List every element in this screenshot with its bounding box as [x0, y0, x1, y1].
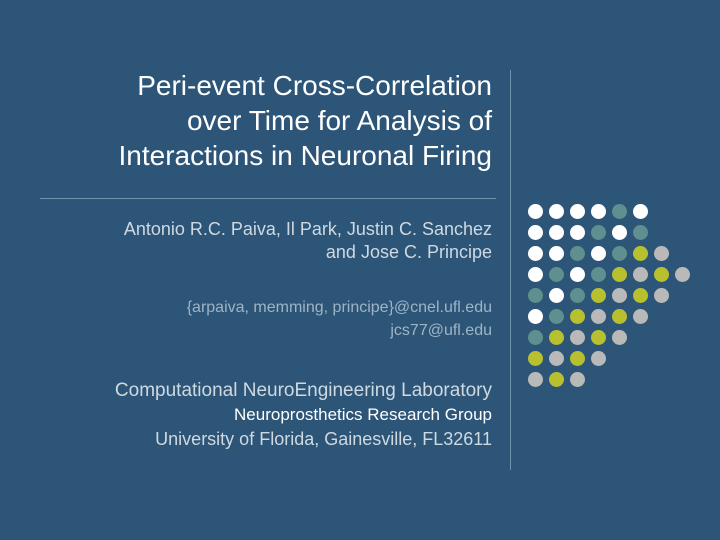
- dot-white: [549, 288, 564, 303]
- dot-olive: [570, 351, 585, 366]
- dot-grey: [612, 288, 627, 303]
- dot-teal: [612, 204, 627, 219]
- dot-row: [528, 351, 698, 366]
- affil-lab: Computational NeuroEngineering Laborator…: [22, 378, 492, 404]
- dot-row: [528, 372, 698, 387]
- email-line-1: {arpaiva, memming, principe}@cnel.ufl.ed…: [32, 296, 492, 319]
- dot-grey: [570, 372, 585, 387]
- dot-white: [528, 267, 543, 282]
- dot-grey: [591, 309, 606, 324]
- dot-white: [549, 204, 564, 219]
- dot-row: [528, 267, 698, 282]
- dot-row: [528, 309, 698, 324]
- dot-teal: [528, 330, 543, 345]
- dot-row: [528, 204, 698, 219]
- dot-white: [570, 204, 585, 219]
- dot-white: [612, 225, 627, 240]
- dot-grey: [675, 267, 690, 282]
- dot-white: [549, 225, 564, 240]
- dot-teal: [591, 225, 606, 240]
- dot-grey: [633, 309, 648, 324]
- dot-row: [528, 246, 698, 261]
- dot-olive: [591, 288, 606, 303]
- authors-line-1: Antonio R.C. Paiva, Il Park, Justin C. S…: [32, 218, 492, 241]
- dot-grey: [633, 267, 648, 282]
- dot-teal: [633, 225, 648, 240]
- dot-teal: [549, 267, 564, 282]
- dot-white: [528, 204, 543, 219]
- email-line-2: jcs77@ufl.edu: [32, 319, 492, 342]
- dot-white: [591, 246, 606, 261]
- dot-teal: [612, 246, 627, 261]
- affiliation-block: Computational NeuroEngineering Laborator…: [22, 378, 492, 451]
- title-line-3: Interactions in Neuronal Firing: [48, 138, 492, 173]
- dot-olive: [654, 267, 669, 282]
- dot-olive: [612, 309, 627, 324]
- dot-olive: [528, 351, 543, 366]
- title-slide: Peri-event Cross-Correlation over Time f…: [0, 0, 720, 540]
- dot-row: [528, 288, 698, 303]
- dot-white: [528, 246, 543, 261]
- dot-white: [591, 204, 606, 219]
- dot-olive: [612, 267, 627, 282]
- dot-teal: [528, 288, 543, 303]
- dot-olive: [633, 288, 648, 303]
- dot-olive: [549, 330, 564, 345]
- dot-white: [528, 225, 543, 240]
- authors-block: Antonio R.C. Paiva, Il Park, Justin C. S…: [32, 218, 492, 265]
- dot-teal: [549, 309, 564, 324]
- dot-row: [528, 330, 698, 345]
- dot-teal: [570, 246, 585, 261]
- dot-grey: [612, 330, 627, 345]
- vertical-rule: [510, 70, 511, 470]
- dot-teal: [591, 267, 606, 282]
- dot-white: [549, 246, 564, 261]
- dot-olive: [570, 309, 585, 324]
- dot-row: [528, 225, 698, 240]
- dot-white: [528, 309, 543, 324]
- affil-group: Neuroprosthetics Research Group: [22, 404, 492, 427]
- dot-white: [633, 204, 648, 219]
- dot-teal: [570, 288, 585, 303]
- authors-line-2: and Jose C. Principe: [32, 241, 492, 264]
- decorative-dot-grid: [528, 204, 698, 393]
- dot-grey: [549, 351, 564, 366]
- title-line-1: Peri-event Cross-Correlation: [48, 68, 492, 103]
- dot-white: [570, 225, 585, 240]
- emails-block: {arpaiva, memming, principe}@cnel.ufl.ed…: [32, 296, 492, 342]
- dot-white: [570, 267, 585, 282]
- dot-grey: [654, 246, 669, 261]
- dot-grey: [528, 372, 543, 387]
- dot-grey: [570, 330, 585, 345]
- affil-university: University of Florida, Gainesville, FL32…: [22, 427, 492, 451]
- dot-olive: [591, 330, 606, 345]
- dot-grey: [654, 288, 669, 303]
- horizontal-rule: [40, 198, 496, 199]
- title-line-2: over Time for Analysis of: [48, 103, 492, 138]
- slide-title: Peri-event Cross-Correlation over Time f…: [48, 68, 492, 173]
- dot-olive: [633, 246, 648, 261]
- dot-grey: [591, 351, 606, 366]
- dot-olive: [549, 372, 564, 387]
